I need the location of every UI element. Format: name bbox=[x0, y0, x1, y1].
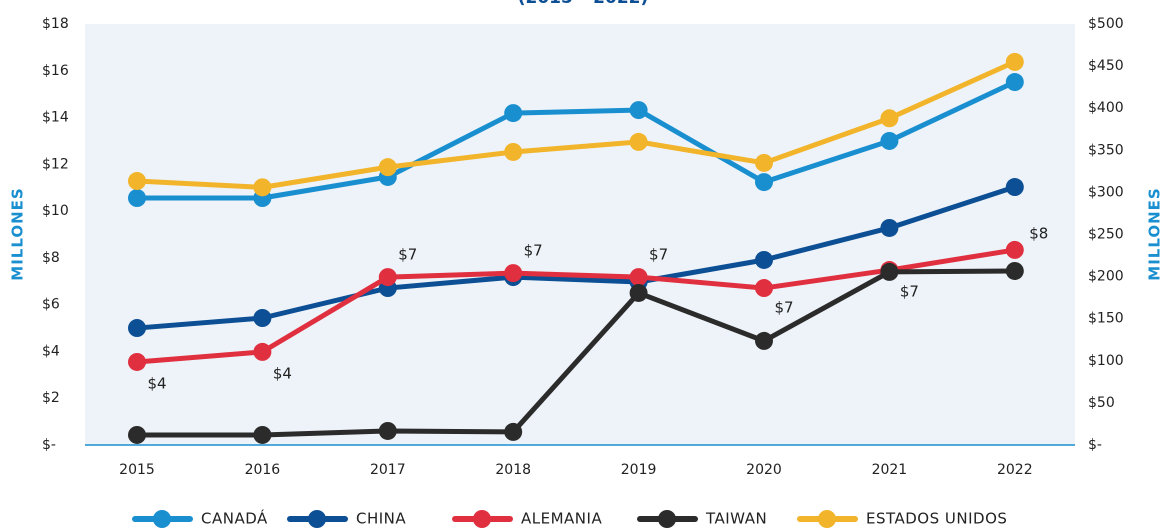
data-label: $7 bbox=[398, 246, 417, 264]
data-point bbox=[1005, 178, 1024, 197]
y-tick-label: $4 bbox=[42, 343, 60, 359]
data-label: $4 bbox=[147, 374, 166, 392]
legend-marker bbox=[818, 510, 836, 528]
data-point bbox=[880, 218, 899, 237]
x-tick-label: 2017 bbox=[370, 462, 406, 478]
series-line bbox=[137, 268, 1015, 438]
data-point bbox=[755, 279, 773, 298]
series-line bbox=[136, 247, 1016, 365]
y2-tick-label: $100 bbox=[1088, 353, 1124, 369]
data-point bbox=[128, 352, 146, 371]
data-label: $4 bbox=[273, 364, 292, 382]
data-label: $7 bbox=[524, 242, 543, 260]
data-point bbox=[253, 425, 272, 444]
data-point bbox=[128, 172, 146, 191]
data-point bbox=[755, 173, 773, 192]
data-point bbox=[504, 142, 523, 161]
data-point bbox=[378, 158, 397, 177]
data-point bbox=[1005, 261, 1024, 280]
data-point bbox=[378, 268, 397, 287]
legend-marker bbox=[308, 510, 326, 528]
y2-tick-label: $200 bbox=[1088, 269, 1124, 285]
y-tick-label: $10 bbox=[42, 203, 69, 219]
legend-marker bbox=[153, 510, 171, 528]
data-point bbox=[253, 178, 272, 197]
data-point bbox=[629, 268, 648, 287]
data-label: $7 bbox=[900, 283, 919, 301]
x-tick-label: 2015 bbox=[119, 462, 155, 478]
x-tick-label: 2021 bbox=[872, 462, 908, 478]
data-point bbox=[755, 153, 773, 172]
legend-label: CANADÁ bbox=[201, 509, 268, 528]
data-point bbox=[128, 425, 146, 444]
data-point bbox=[378, 421, 397, 440]
y2-tick-label: $300 bbox=[1088, 184, 1124, 200]
data-point bbox=[629, 101, 648, 120]
y2-tick-label: $350 bbox=[1088, 142, 1124, 158]
y-tick-label: $6 bbox=[42, 297, 60, 313]
plot-area bbox=[85, 24, 1075, 445]
data-point bbox=[128, 319, 146, 338]
data-label: $7 bbox=[774, 299, 793, 317]
y2-tick-label: $450 bbox=[1088, 58, 1124, 74]
y-tick-label: $2 bbox=[42, 390, 60, 406]
legend-marker bbox=[473, 510, 491, 528]
data-point bbox=[880, 131, 899, 150]
data-point bbox=[504, 104, 523, 123]
data-point bbox=[755, 250, 773, 269]
legend-label: CHINA bbox=[356, 510, 406, 528]
x-tick-label: 2019 bbox=[621, 462, 657, 478]
legend-label: TAIWAN bbox=[705, 510, 767, 528]
data-point bbox=[253, 342, 272, 361]
data-point bbox=[128, 189, 146, 208]
y2-tick-label: $400 bbox=[1088, 100, 1124, 116]
y2-tick-label: $150 bbox=[1088, 311, 1124, 327]
data-label: $7 bbox=[649, 246, 668, 264]
y2-tick-label: $250 bbox=[1088, 227, 1124, 243]
series-line bbox=[137, 79, 1016, 201]
data-point bbox=[504, 422, 523, 441]
x-tick-label: 2016 bbox=[245, 462, 281, 478]
series-line bbox=[136, 59, 1016, 190]
data-point bbox=[880, 262, 899, 281]
y2-axis-title: MILLONES bbox=[1146, 187, 1164, 280]
legend-label: ALEMANIA bbox=[521, 510, 602, 528]
y2-tick-label: $- bbox=[1088, 437, 1102, 453]
data-point bbox=[629, 283, 648, 302]
x-tick-label: 2022 bbox=[997, 462, 1033, 478]
data-point bbox=[1005, 73, 1024, 92]
y-tick-label: $16 bbox=[42, 63, 69, 79]
y2-tick-label: $50 bbox=[1088, 395, 1115, 411]
data-point bbox=[253, 308, 272, 327]
x-tick-label: 2020 bbox=[746, 462, 782, 478]
series-line bbox=[136, 184, 1016, 331]
y-tick-label: $- bbox=[42, 437, 56, 453]
y-tick-label: $8 bbox=[42, 250, 60, 266]
y-tick-label: $18 bbox=[42, 16, 69, 32]
data-point bbox=[1005, 52, 1024, 71]
y-tick-label: $14 bbox=[42, 110, 69, 126]
y-tick-label: $12 bbox=[42, 156, 69, 172]
legend-marker bbox=[658, 510, 676, 528]
y2-tick-label: $500 bbox=[1088, 16, 1124, 32]
data-point bbox=[504, 264, 523, 283]
x-tick-label: 2018 bbox=[495, 462, 531, 478]
data-point bbox=[1005, 240, 1024, 259]
data-point bbox=[755, 331, 773, 350]
legend-label: ESTADOS UNIDOS bbox=[866, 510, 1007, 528]
y-axis-title: MILLONES bbox=[9, 187, 27, 280]
data-point bbox=[629, 132, 648, 151]
chart-subtitle: (2015 – 2022) bbox=[518, 0, 649, 8]
data-label: $8 bbox=[1029, 224, 1048, 242]
data-point bbox=[880, 109, 899, 128]
